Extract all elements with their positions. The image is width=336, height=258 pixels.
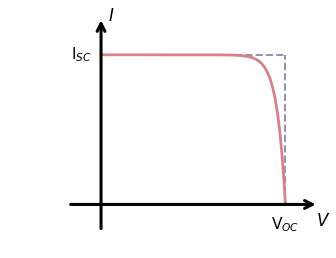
Text: V: V xyxy=(317,212,328,230)
Text: V$_{OC}$: V$_{OC}$ xyxy=(271,215,300,233)
Text: I: I xyxy=(109,7,113,25)
Text: I$_{SC}$: I$_{SC}$ xyxy=(71,45,92,64)
